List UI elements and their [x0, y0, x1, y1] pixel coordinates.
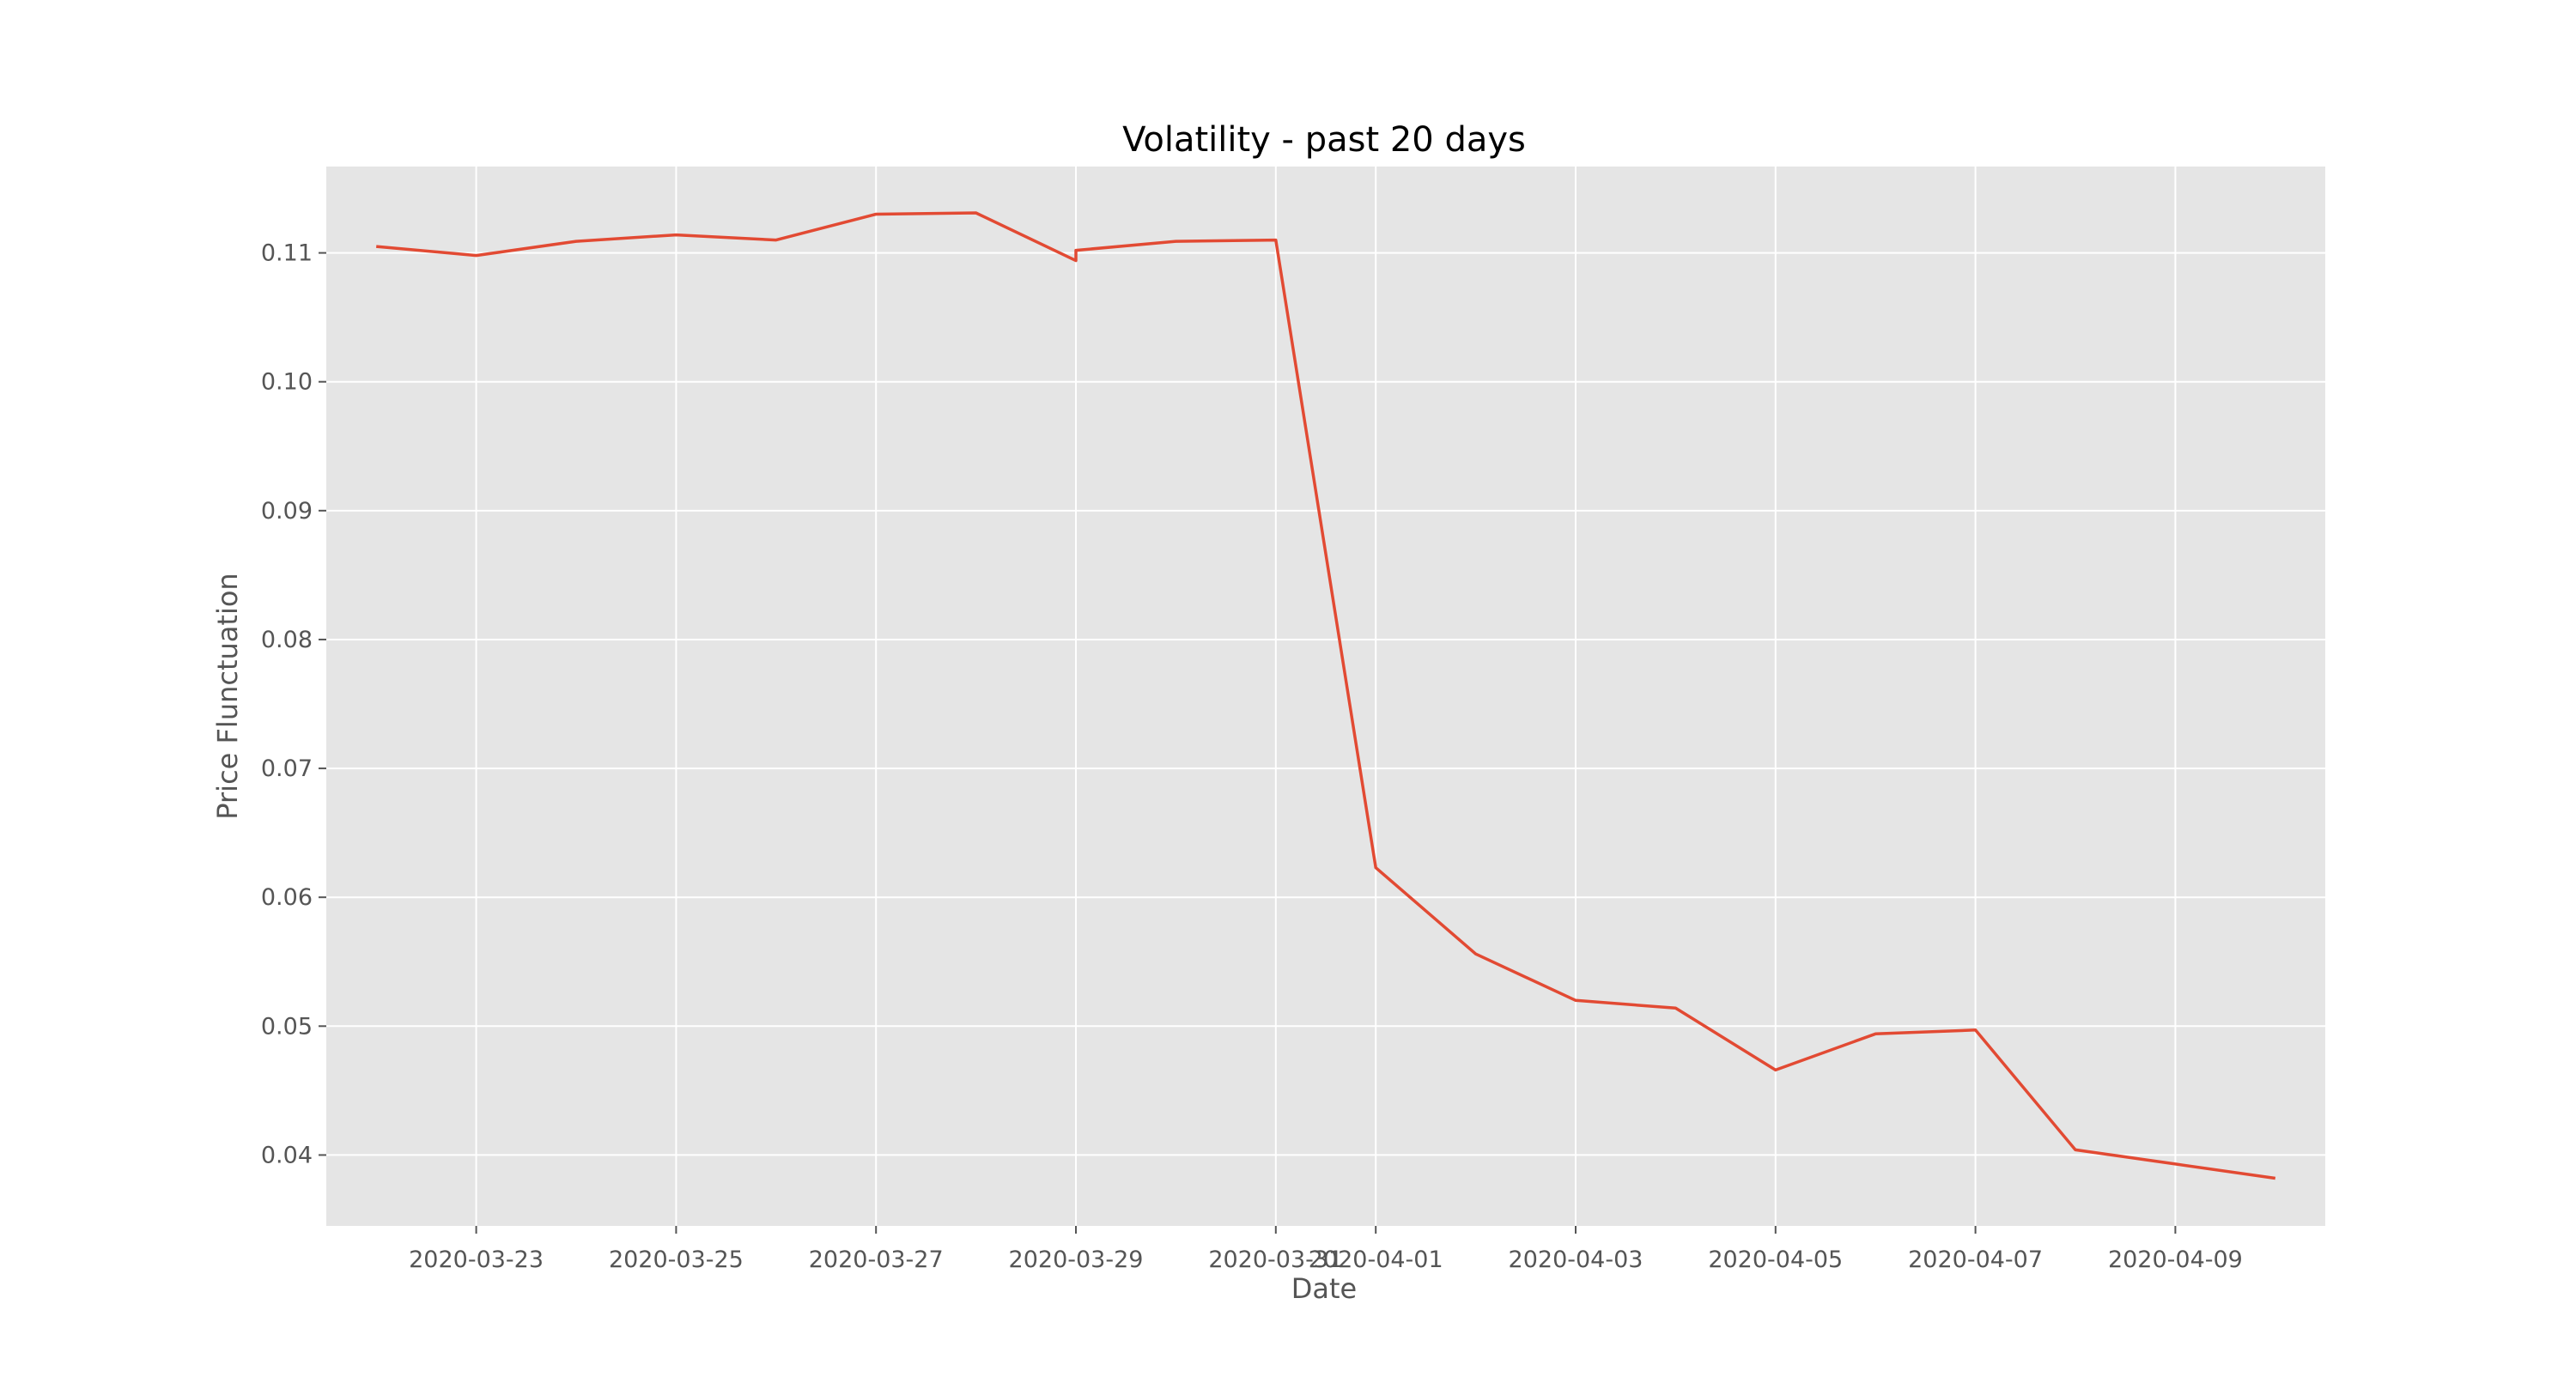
x-tick-label: 2020-03-29	[1009, 1247, 1144, 1273]
x-tick-label: 2020-03-25	[609, 1247, 744, 1273]
y-tick-label: 0.10	[261, 369, 313, 396]
series-group	[376, 211, 2276, 1180]
y-axis-ticks: 0.04 0.05 0.06 0.07 0.08 0.09 0.10 0.11	[261, 240, 326, 1168]
series-line	[376, 211, 2276, 1180]
y-tick-label: 0.11	[261, 240, 313, 267]
y-tick-label: 0.05	[261, 1013, 313, 1040]
plot-area	[326, 167, 2325, 1226]
x-tick-label: 2020-04-01	[1309, 1247, 1443, 1273]
y-tick-label: 0.09	[261, 498, 313, 525]
y-gridlines	[326, 252, 2325, 1156]
x-tick-label: 2020-04-07	[1908, 1247, 2043, 1273]
x-axis-label: Date	[1291, 1272, 1357, 1305]
x-tick-label: 2020-04-05	[1708, 1247, 1843, 1273]
x-tick-label: 2020-04-03	[1509, 1247, 1643, 1273]
y-tick-label: 0.07	[261, 755, 313, 782]
y-tick-label: 0.04	[261, 1142, 313, 1168]
x-axis-ticks: 2020-03-23 2020-03-25 2020-03-27 2020-03-29…	[409, 1226, 2243, 1273]
x-tick-label: 2020-03-23	[409, 1247, 544, 1273]
y-tick-label: 0.08	[261, 627, 313, 653]
x-tick-label: 2020-03-27	[809, 1247, 944, 1273]
x-tick-label: 2020-04-09	[2108, 1247, 2243, 1273]
chart-title: Volatility - past 20 days	[1122, 120, 1526, 160]
x-tick-label: 2020-03-31	[1208, 1247, 1343, 1273]
x-gridlines	[475, 167, 2177, 1226]
y-tick-label: 0.06	[261, 884, 313, 911]
y-axis-label: Price Flunctuation	[211, 573, 244, 819]
